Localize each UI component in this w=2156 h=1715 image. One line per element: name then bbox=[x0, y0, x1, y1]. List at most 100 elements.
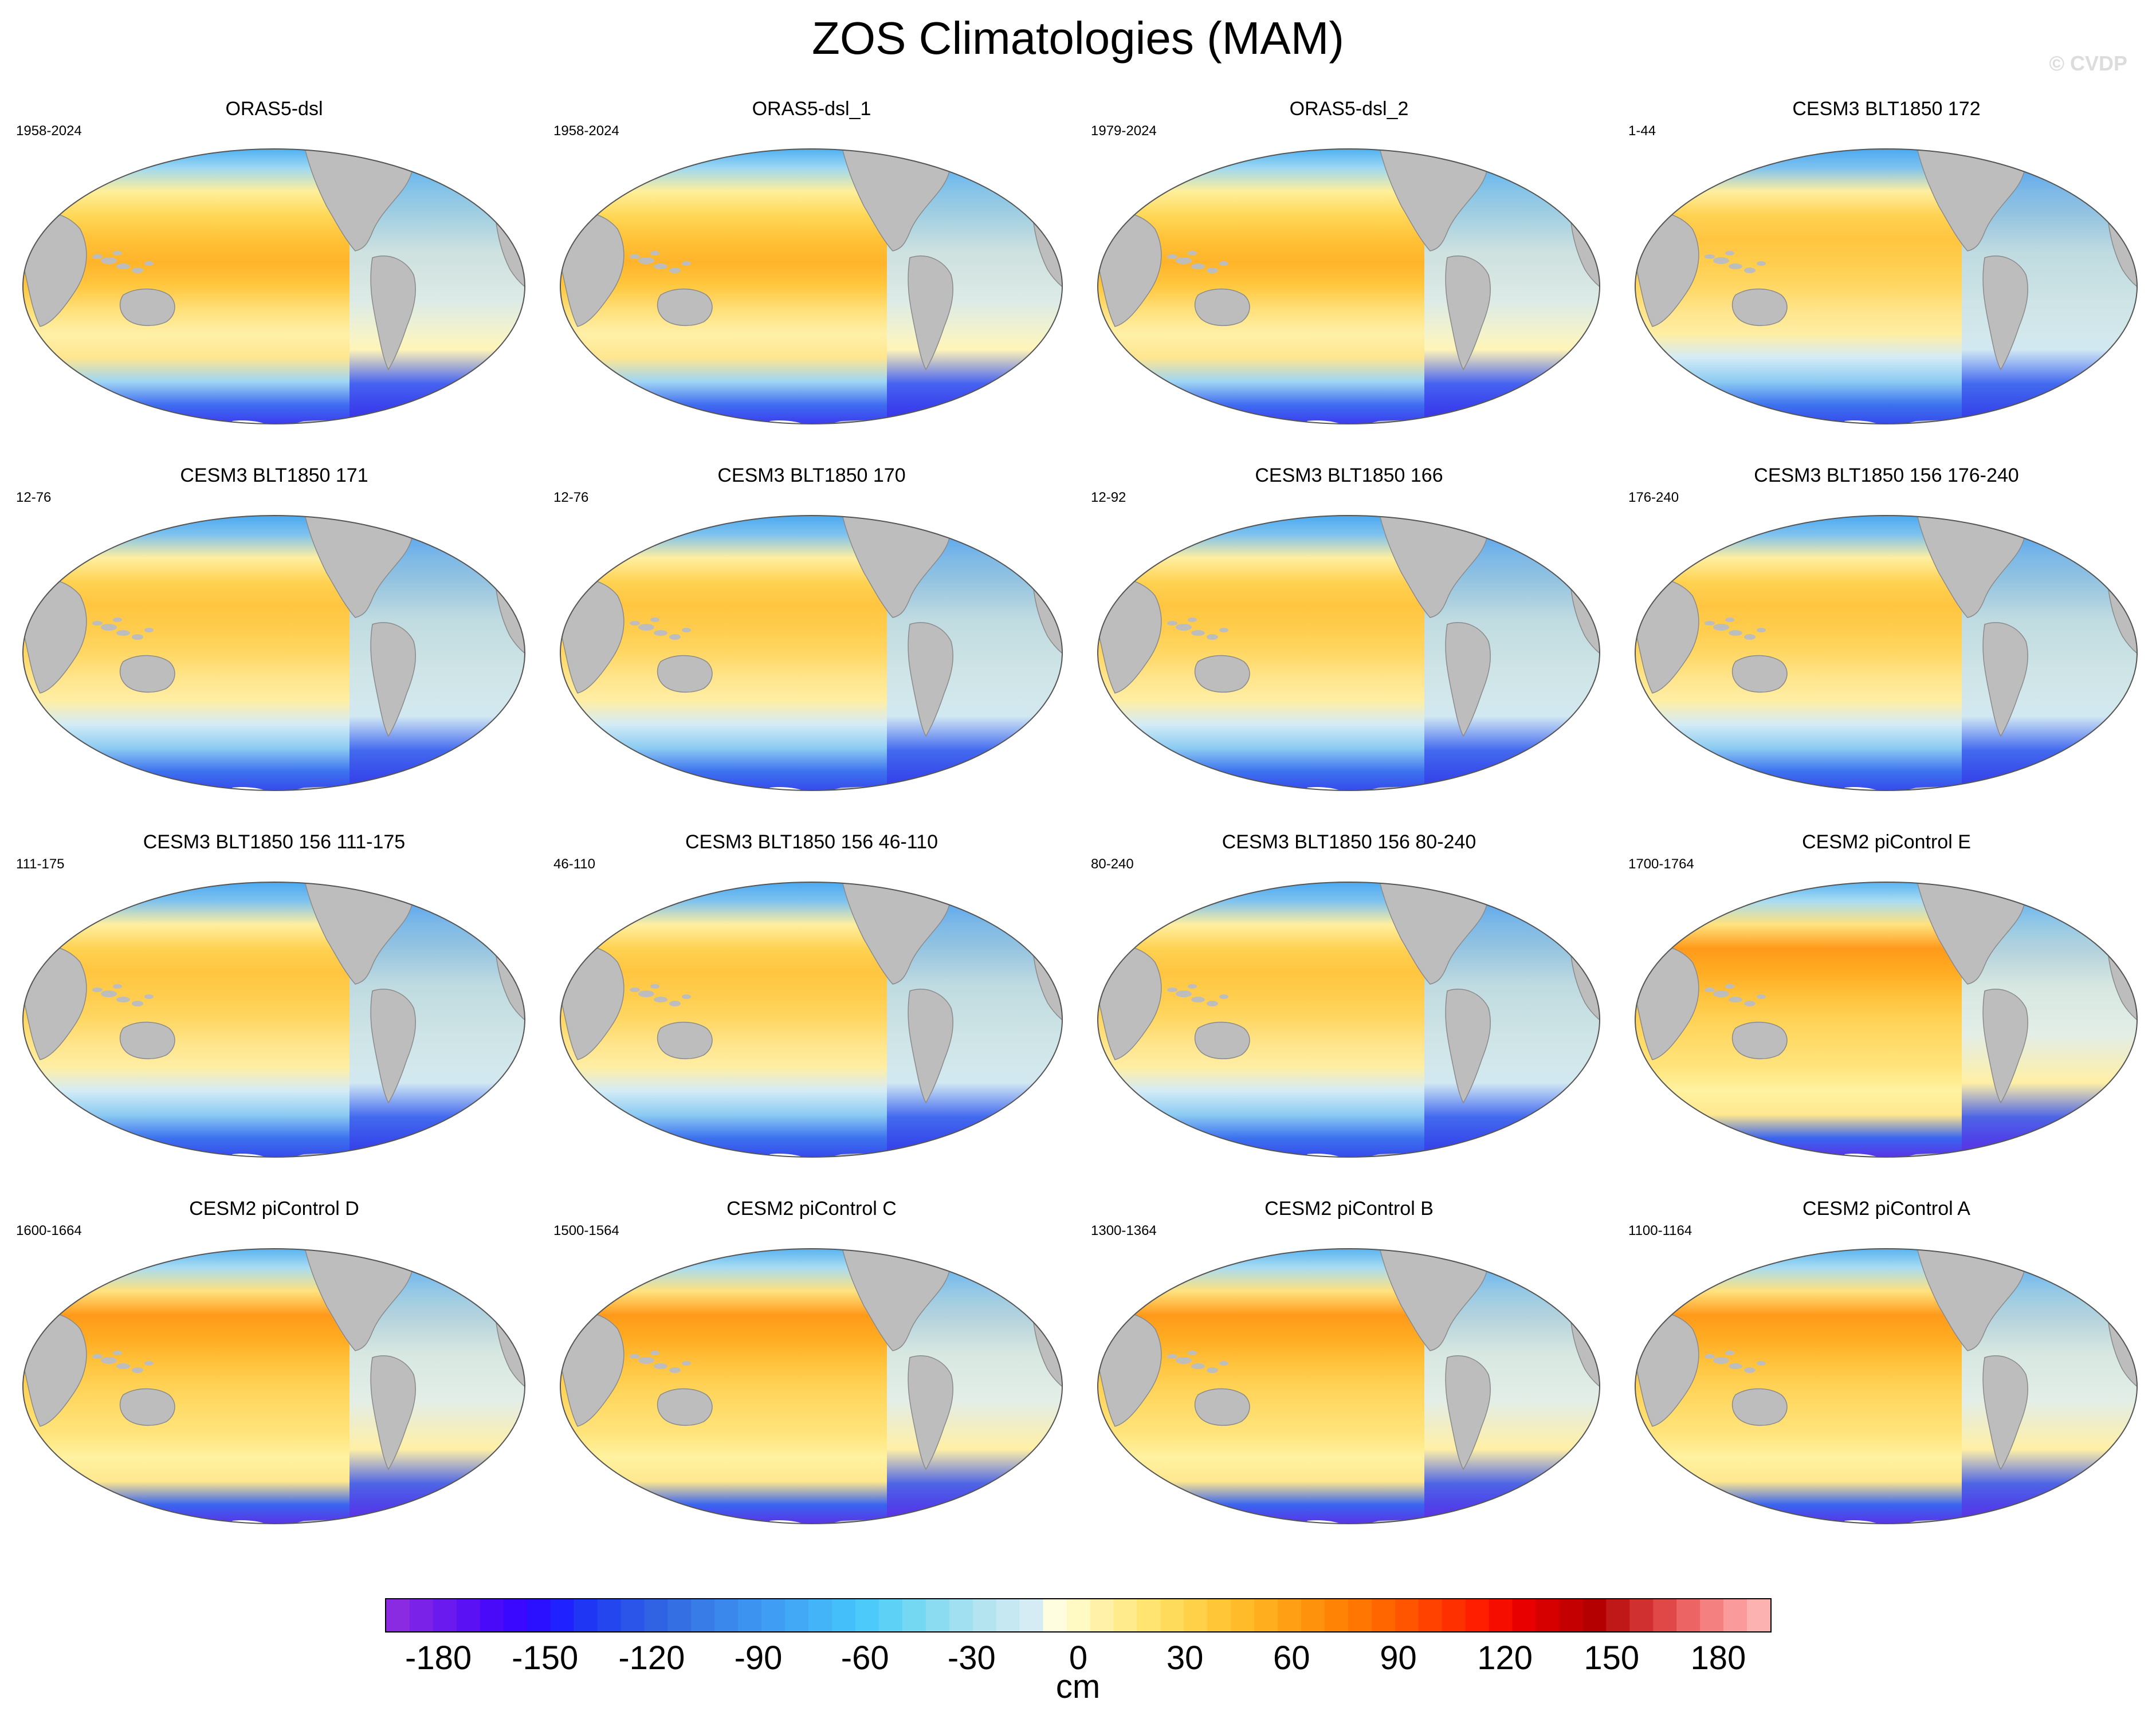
land-mass bbox=[303, 1249, 414, 1351]
island bbox=[101, 990, 117, 997]
island bbox=[1729, 1363, 1742, 1369]
colorbar-tick-label: 60 bbox=[1273, 1639, 1310, 1677]
land-mass bbox=[908, 622, 953, 737]
colorbar-segment bbox=[1113, 1599, 1137, 1631]
land-mass bbox=[908, 1355, 953, 1470]
island bbox=[638, 624, 654, 631]
island bbox=[101, 257, 117, 264]
panel-years: 12-92 bbox=[1091, 490, 1126, 505]
land-mass bbox=[1915, 1249, 2026, 1351]
colorbar-segment bbox=[691, 1599, 715, 1631]
panel-title: CESM3 BLT1850 156 176-240 bbox=[1754, 465, 2019, 486]
colorbar-segment bbox=[714, 1599, 739, 1631]
land-mass bbox=[1378, 1249, 1489, 1351]
colorbar-tick-label: -60 bbox=[841, 1639, 889, 1677]
island bbox=[1705, 254, 1715, 259]
island bbox=[113, 617, 122, 622]
ssh-map bbox=[1097, 882, 1600, 1158]
island bbox=[1757, 994, 1766, 999]
panel-title: ORAS5-dsl bbox=[225, 98, 323, 120]
map-outline bbox=[1097, 515, 1600, 791]
colorbar-segment bbox=[1019, 1599, 1044, 1631]
colorbar-segment bbox=[1747, 1599, 1770, 1631]
island bbox=[630, 988, 640, 992]
colorbar-segment bbox=[1184, 1599, 1208, 1631]
colorbar-segment bbox=[456, 1599, 481, 1631]
map-outline bbox=[22, 1248, 525, 1524]
island bbox=[654, 630, 667, 636]
panel-title: CESM2 piControl C bbox=[726, 1198, 897, 1220]
colorbar-segment bbox=[1160, 1599, 1184, 1631]
land-mass bbox=[370, 1355, 416, 1470]
island bbox=[1725, 984, 1734, 989]
land-mass bbox=[1515, 1249, 1562, 1269]
island bbox=[1725, 1351, 1734, 1355]
colorbar bbox=[385, 1598, 1772, 1633]
island bbox=[682, 261, 691, 266]
island bbox=[1729, 630, 1742, 636]
island bbox=[650, 1351, 659, 1355]
island bbox=[1219, 1361, 1228, 1366]
island bbox=[92, 1354, 103, 1359]
island bbox=[1191, 997, 1205, 1002]
island bbox=[116, 997, 130, 1002]
panel-years: 1700-1764 bbox=[1628, 856, 1694, 872]
island bbox=[132, 634, 143, 640]
map-outline bbox=[22, 882, 525, 1158]
panel-title: ORAS5-dsl_2 bbox=[1289, 98, 1409, 120]
island bbox=[1188, 617, 1197, 622]
map-panel: CESM2 piControl D 1600-1664 bbox=[6, 1197, 543, 1552]
land-mass bbox=[841, 516, 951, 618]
panel-title: CESM3 BLT1850 166 bbox=[1255, 465, 1443, 486]
island bbox=[1167, 1354, 1177, 1359]
land-mass bbox=[1194, 1388, 1250, 1426]
island bbox=[1207, 1367, 1218, 1373]
panel-years: 1979-2024 bbox=[1091, 123, 1157, 139]
island bbox=[654, 263, 667, 269]
land-mass bbox=[440, 516, 488, 536]
island bbox=[1705, 621, 1715, 626]
colorbar-tick-label: -180 bbox=[405, 1639, 472, 1677]
island bbox=[630, 254, 640, 259]
island bbox=[116, 630, 130, 636]
island bbox=[1207, 634, 1218, 640]
map-panel: CESM2 piControl E 1700-1764 bbox=[1618, 831, 2155, 1186]
land-mass bbox=[1915, 149, 2026, 251]
land-mass bbox=[1378, 149, 1489, 251]
colorbar-segment bbox=[738, 1599, 762, 1631]
island bbox=[1191, 630, 1205, 636]
map-panel: CESM3 BLT1850 170 12-76 bbox=[543, 464, 1080, 819]
island bbox=[1207, 268, 1218, 273]
panel-years: 1500-1564 bbox=[553, 1223, 619, 1238]
map-panel: CESM3 BLT1850 156 111-175 111-175 bbox=[6, 831, 543, 1186]
island bbox=[1176, 990, 1192, 997]
colorbar-segment bbox=[1512, 1599, 1537, 1631]
map-panel: CESM2 piControl A 1100-1164 bbox=[1618, 1197, 2155, 1552]
colorbar-segment bbox=[1395, 1599, 1419, 1631]
land-mass bbox=[841, 882, 951, 985]
colorbar-segment bbox=[949, 1599, 973, 1631]
colorbar-segment bbox=[409, 1599, 434, 1631]
panel-years: 111-175 bbox=[16, 856, 65, 872]
land-mass bbox=[657, 655, 713, 693]
land-mass bbox=[370, 255, 416, 371]
island bbox=[1713, 990, 1729, 997]
colorbar-tick-label: 0 bbox=[1069, 1639, 1088, 1677]
island bbox=[669, 634, 681, 640]
land-mass bbox=[977, 516, 1025, 536]
island bbox=[101, 624, 117, 631]
island bbox=[638, 1357, 654, 1364]
panel-title: CESM2 piControl A bbox=[1802, 1198, 1970, 1220]
ssh-map bbox=[1635, 148, 2138, 424]
land-mass bbox=[440, 149, 488, 170]
land-mass bbox=[1194, 655, 1250, 693]
colorbar-segment bbox=[1653, 1599, 1677, 1631]
island bbox=[113, 251, 122, 255]
map-panel: CESM2 piControl C 1500-1564 bbox=[543, 1197, 1080, 1552]
land-mass bbox=[119, 1388, 175, 1426]
colorbar-tick-label: 120 bbox=[1477, 1639, 1533, 1677]
watermark-logo: © CVDP bbox=[2049, 52, 2127, 75]
colorbar-segment bbox=[902, 1599, 926, 1631]
island bbox=[1176, 257, 1192, 264]
colorbar-segment bbox=[1066, 1599, 1091, 1631]
